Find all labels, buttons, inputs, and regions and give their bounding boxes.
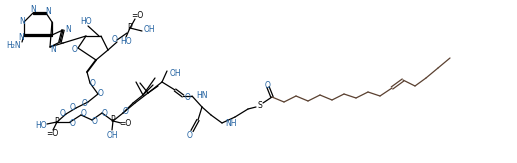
Text: O: O (98, 89, 104, 98)
Text: O: O (102, 109, 108, 118)
Text: O: O (123, 108, 129, 117)
Text: HO: HO (35, 120, 47, 129)
Text: O: O (187, 132, 193, 141)
Text: P: P (55, 117, 59, 126)
Text: O: O (72, 45, 78, 54)
Text: N: N (19, 17, 25, 27)
Text: N: N (45, 7, 51, 15)
Text: O: O (90, 80, 96, 89)
Text: =O: =O (131, 12, 143, 21)
Text: O: O (81, 110, 87, 119)
Text: O: O (185, 94, 191, 103)
Text: P: P (128, 23, 132, 32)
Text: NH: NH (225, 119, 236, 128)
Text: O: O (265, 81, 271, 89)
Text: =: = (59, 42, 64, 46)
Text: O: O (112, 36, 118, 44)
Text: HN: HN (196, 91, 207, 101)
Text: O: O (70, 119, 76, 127)
Text: O: O (60, 110, 66, 119)
Text: N: N (18, 32, 24, 42)
Text: S: S (257, 101, 262, 110)
Text: H₂N: H₂N (7, 42, 21, 51)
Text: N: N (50, 45, 56, 54)
Text: O: O (70, 104, 76, 112)
Text: P: P (111, 116, 115, 125)
Text: O: O (92, 117, 98, 126)
Text: =O: =O (119, 119, 131, 127)
Text: OH: OH (106, 131, 118, 140)
Text: OH: OH (143, 25, 155, 35)
Text: HO: HO (120, 37, 132, 46)
Text: =O: =O (46, 129, 58, 139)
Text: HO: HO (80, 17, 92, 27)
Text: N: N (65, 24, 71, 34)
Text: OH: OH (170, 69, 181, 79)
Text: O: O (82, 98, 88, 108)
Text: N: N (30, 6, 36, 15)
